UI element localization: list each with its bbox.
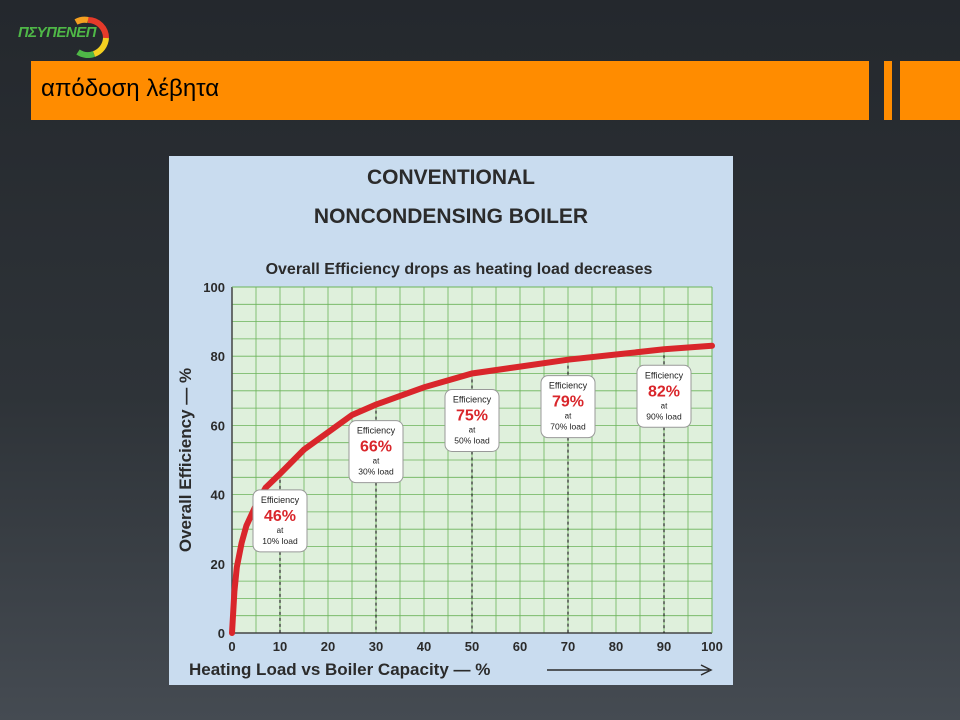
annotation-mid-text: at — [469, 426, 476, 435]
x-tick-label: 80 — [609, 639, 623, 654]
annotation-bottom-text: 10% load — [262, 536, 298, 546]
chart-title-line1: CONVENTIONAL — [367, 166, 535, 189]
annotation-bottom-text: 30% load — [358, 467, 394, 477]
annotation-bottom-text: 50% load — [454, 436, 490, 446]
annotation-value: 82% — [648, 383, 680, 400]
x-tick-label: 60 — [513, 639, 527, 654]
annotation-top-text: Efficiency — [453, 395, 492, 405]
annotation-mid-text: at — [277, 526, 284, 535]
annotation-background — [348, 420, 404, 484]
logo-text: ΠΣΥΠΕΝΕΠ — [18, 24, 97, 41]
slide-title-bar: απόδοση λέβητα — [31, 61, 869, 120]
x-tick-label: 0 — [228, 639, 235, 654]
y-tick-label: 20 — [211, 557, 225, 572]
grid — [231, 286, 713, 634]
y-tick-label: 40 — [211, 488, 225, 503]
slide-title: απόδοση λέβητα — [41, 75, 220, 102]
annotation-value: 66% — [360, 439, 392, 456]
annotation-background — [636, 364, 692, 428]
x-tick-label: 20 — [321, 639, 335, 654]
annotation-bottom-text: 90% load — [646, 411, 682, 421]
chart-panel: CONVENTIONAL NONCONDENSING BOILER Overal… — [169, 156, 733, 685]
annotation-bottom-text: 70% load — [550, 422, 586, 432]
annotation-top-text: Efficiency — [357, 426, 396, 436]
y-axis-label: Overall Efficiency — % — [176, 368, 195, 552]
annotation-mid-text: at — [565, 412, 572, 421]
tick-labels: 0 10 20 30 40 50 60 70 80 90 100 0 20 40 60 80 100 — [203, 280, 723, 654]
efficiency-curve — [229, 342, 715, 636]
x-tick-label: 10 — [273, 639, 287, 654]
x-tick-label: 40 — [417, 639, 431, 654]
annotation-value: 79% — [552, 394, 584, 411]
logo-gauge-icon — [74, 16, 109, 59]
arrow-head — [700, 664, 713, 676]
chart-subtitle: Overall Efficiency drops as heating load… — [266, 261, 653, 278]
x-tick-label: 50 — [465, 639, 479, 654]
x-axis-label: Heating Load vs Boiler Capacity — % — [189, 660, 490, 679]
annotation-value: 46% — [264, 508, 296, 525]
annotation-top-text: Efficiency — [645, 370, 684, 380]
x-tick-label: 70 — [561, 639, 575, 654]
annotation-top-text: Efficiency — [549, 381, 588, 391]
logo: ΠΣΥΠΕΝΕΠ — [16, 12, 112, 59]
y-tick-label: 60 — [211, 418, 225, 433]
y-tick-label: 100 — [203, 280, 225, 295]
chart-title-line2: NONCONDENSING BOILER — [314, 205, 588, 228]
x-tick-label: 90 — [657, 639, 671, 654]
y-tick-label: 0 — [218, 626, 225, 641]
annotation-mid-text: at — [661, 401, 668, 410]
annotation-mid-text: at — [373, 457, 380, 466]
x-tick-label: 100 — [701, 639, 723, 654]
efficiency-chart: CONVENTIONAL NONCONDENSING BOILER Overal… — [169, 156, 733, 685]
x-axis-arrow — [547, 664, 713, 676]
y-tick-label: 80 — [211, 349, 225, 364]
annotation-background — [252, 489, 308, 553]
annotation-background — [444, 389, 500, 452]
accent-bar-right — [900, 61, 960, 120]
annotation-top-text: Efficiency — [261, 495, 300, 505]
x-tick-label: 30 — [369, 639, 383, 654]
accent-bar-left — [884, 61, 892, 120]
annotation-background — [540, 375, 596, 439]
annotation-value: 75% — [456, 408, 488, 425]
